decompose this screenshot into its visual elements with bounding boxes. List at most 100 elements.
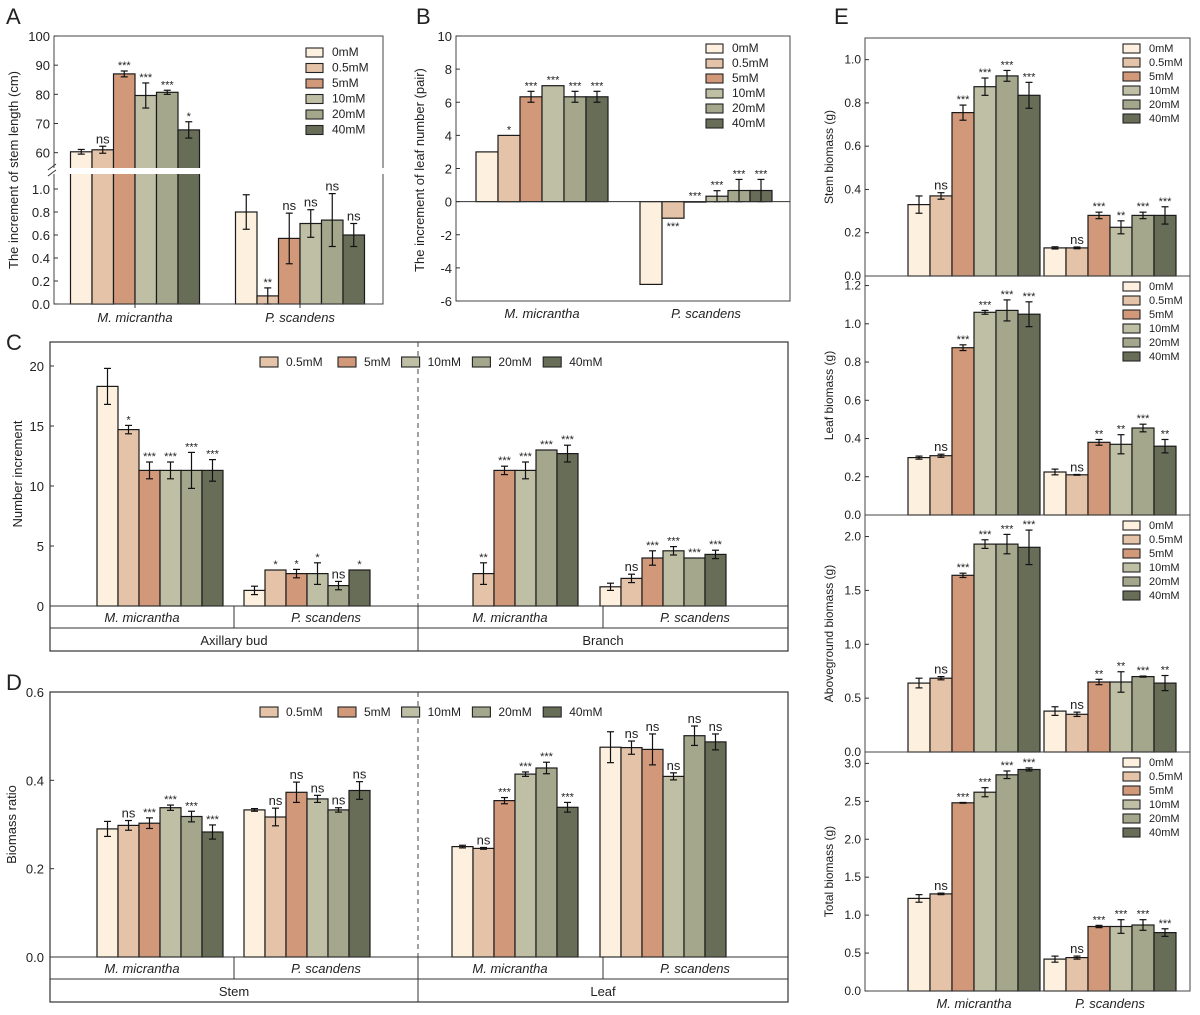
bar-20mm-p-scandens <box>1131 214 1155 277</box>
significance-label: *** <box>185 441 199 453</box>
significance-label: ns <box>347 209 361 224</box>
legend-swatch-5mm <box>337 356 357 368</box>
legend-label-40mm: 40mM <box>732 116 765 130</box>
legend-label-10mm: 10mM <box>1149 323 1180 335</box>
bar-0mm-p-scandens <box>1043 247 1067 277</box>
significance-label: ns <box>934 178 948 193</box>
bar-0mm-p-scandens <box>1043 958 1067 992</box>
significance-label: *** <box>164 451 178 463</box>
y-tick-label: 1.5 <box>844 583 861 597</box>
y-tick-label: 1.0 <box>32 182 50 197</box>
significance-label: *** <box>1137 665 1151 677</box>
significance-label: ns <box>625 559 639 574</box>
y-tick-label: 2 <box>445 162 452 177</box>
bar-20mm-m-micrantha <box>995 309 1019 516</box>
significance-label: *** <box>498 455 512 467</box>
significance-label: *** <box>206 449 220 461</box>
y-tick-label: 80 <box>36 87 50 102</box>
significance-label: *** <box>143 451 157 463</box>
legend-label-5mm: 5mM <box>364 705 391 719</box>
bar-0mm-p-scandens <box>639 201 663 286</box>
significance-label: ns <box>934 878 948 893</box>
bar-20mm-m-micrantha <box>995 543 1019 753</box>
legend-swatch-40mm <box>705 118 724 129</box>
bar-20mm-m-micrantha <box>535 449 558 607</box>
y-tick-label: 0.6 <box>844 393 861 407</box>
panel-e-leaf-biomass: nsns*********************0.00.20.40.60.8… <box>822 275 1191 522</box>
legend-label-0-5mm: 0.5mM <box>1149 534 1183 546</box>
legend-swatch-0mm <box>1122 520 1141 531</box>
legend-swatch-5mm <box>1122 548 1141 559</box>
legend-swatch-0mm <box>1122 757 1141 768</box>
legend-swatch-0-5mm <box>305 62 324 74</box>
y-tick-label: 0.5 <box>844 946 861 960</box>
x-tick-label: M. micrantha <box>97 310 172 325</box>
legend-swatch-0mm <box>1122 43 1141 54</box>
bar-40mm-m-micrantha <box>201 469 224 607</box>
significance-label: *** <box>206 814 220 826</box>
significance-label: *** <box>957 334 971 346</box>
y-tick-label: 4 <box>445 128 452 143</box>
bar-10mm-m-micrantha <box>514 773 537 958</box>
axis-break-gap <box>46 168 385 174</box>
bar-40mm-m-micrantha <box>201 831 224 958</box>
legend-label-20mm: 20mM <box>1149 99 1180 111</box>
legend-label-0-5mm: 0.5mM <box>1149 57 1183 69</box>
significance-label: ns <box>646 719 660 734</box>
bar-20mm-m-micrantha <box>995 774 1019 992</box>
legend-label-40mm: 40mM <box>1149 590 1180 602</box>
group-label-leaf: Leaf <box>590 984 616 999</box>
y-tick-label: 2.0 <box>844 530 861 544</box>
significance-label: *** <box>979 67 993 79</box>
bar-0-5mm-p-scandens <box>661 201 685 219</box>
bar-10mm-p-scandens <box>1109 925 1133 992</box>
legend-swatch-40mm <box>1122 827 1141 838</box>
significance-label: * <box>294 558 299 570</box>
y-tick-label: 0 <box>37 599 44 614</box>
bar-10mm-m-micrantha <box>159 807 182 958</box>
legend-swatch-40mm <box>1122 351 1141 362</box>
significance-label: *** <box>519 451 533 463</box>
significance-label: ns <box>304 195 318 210</box>
significance-label: *** <box>1159 196 1173 208</box>
legend-label-40mm: 40mM <box>569 705 602 719</box>
legend-label-0-5mm: 0.5mM <box>332 61 369 75</box>
bar-40mm-m-micrantha <box>1017 94 1041 277</box>
plot-frame <box>49 691 789 1003</box>
y-tick-label: 0.0 <box>26 950 44 965</box>
legend-label-0mm: 0mM <box>1149 757 1173 769</box>
bar-10mm-p-scandens <box>662 550 685 607</box>
bar-0-5mm-m-micrantha <box>117 429 140 607</box>
bar-40mm-m-micrantha <box>556 453 579 607</box>
significance-label: ns <box>290 767 304 782</box>
significance-label: *** <box>1023 519 1037 531</box>
legend-label-0mm: 0mM <box>1149 281 1173 293</box>
legend-swatch-0-5mm <box>1122 534 1141 545</box>
panel-e-aboveground-biomass: nsns*********************0.00.51.01.52.0… <box>822 514 1191 759</box>
bar-10mm-m-micrantha <box>973 543 997 753</box>
y-tick-label: 0.4 <box>32 251 50 266</box>
y-tick-label: 8 <box>445 62 452 77</box>
significance-label: *** <box>164 794 178 806</box>
x-tick-label: P. scandens <box>265 310 335 325</box>
bar-20mm-m-micrantha <box>535 767 558 958</box>
panel-e-total-biomass: ns ns *** *** *** *** *** *** *** *** 0.0 0.5 1.0 1.5… <box>822 751 1191 1011</box>
significance-label: * <box>126 414 131 426</box>
bar-40mm-p-scandens <box>1153 682 1177 753</box>
bar-0mm-m-micrantha <box>907 457 931 516</box>
bar-40mm-p-scandens <box>704 741 727 958</box>
x-tick-label: P. scandens <box>291 961 361 976</box>
bar-5mm-m-micrantha <box>951 802 975 992</box>
bar-0-5mm-p-scandens <box>264 816 287 958</box>
x-tick-label: P. scandens <box>671 306 741 321</box>
y-tick-label: 1.2 <box>844 279 861 293</box>
bar-40mm-p-scandens <box>704 553 727 607</box>
significance-label: *** <box>569 80 583 92</box>
bar-5mm-p-scandens <box>1087 441 1111 516</box>
significance-label: * <box>187 111 192 123</box>
significance-label: ns <box>269 793 283 808</box>
y-tick-label: 0.0 <box>844 508 861 522</box>
bar-0-5mm-p-scandens <box>620 746 643 958</box>
y-tick-label: 1.0 <box>844 53 861 67</box>
legend-swatch-40mm <box>1122 113 1141 124</box>
